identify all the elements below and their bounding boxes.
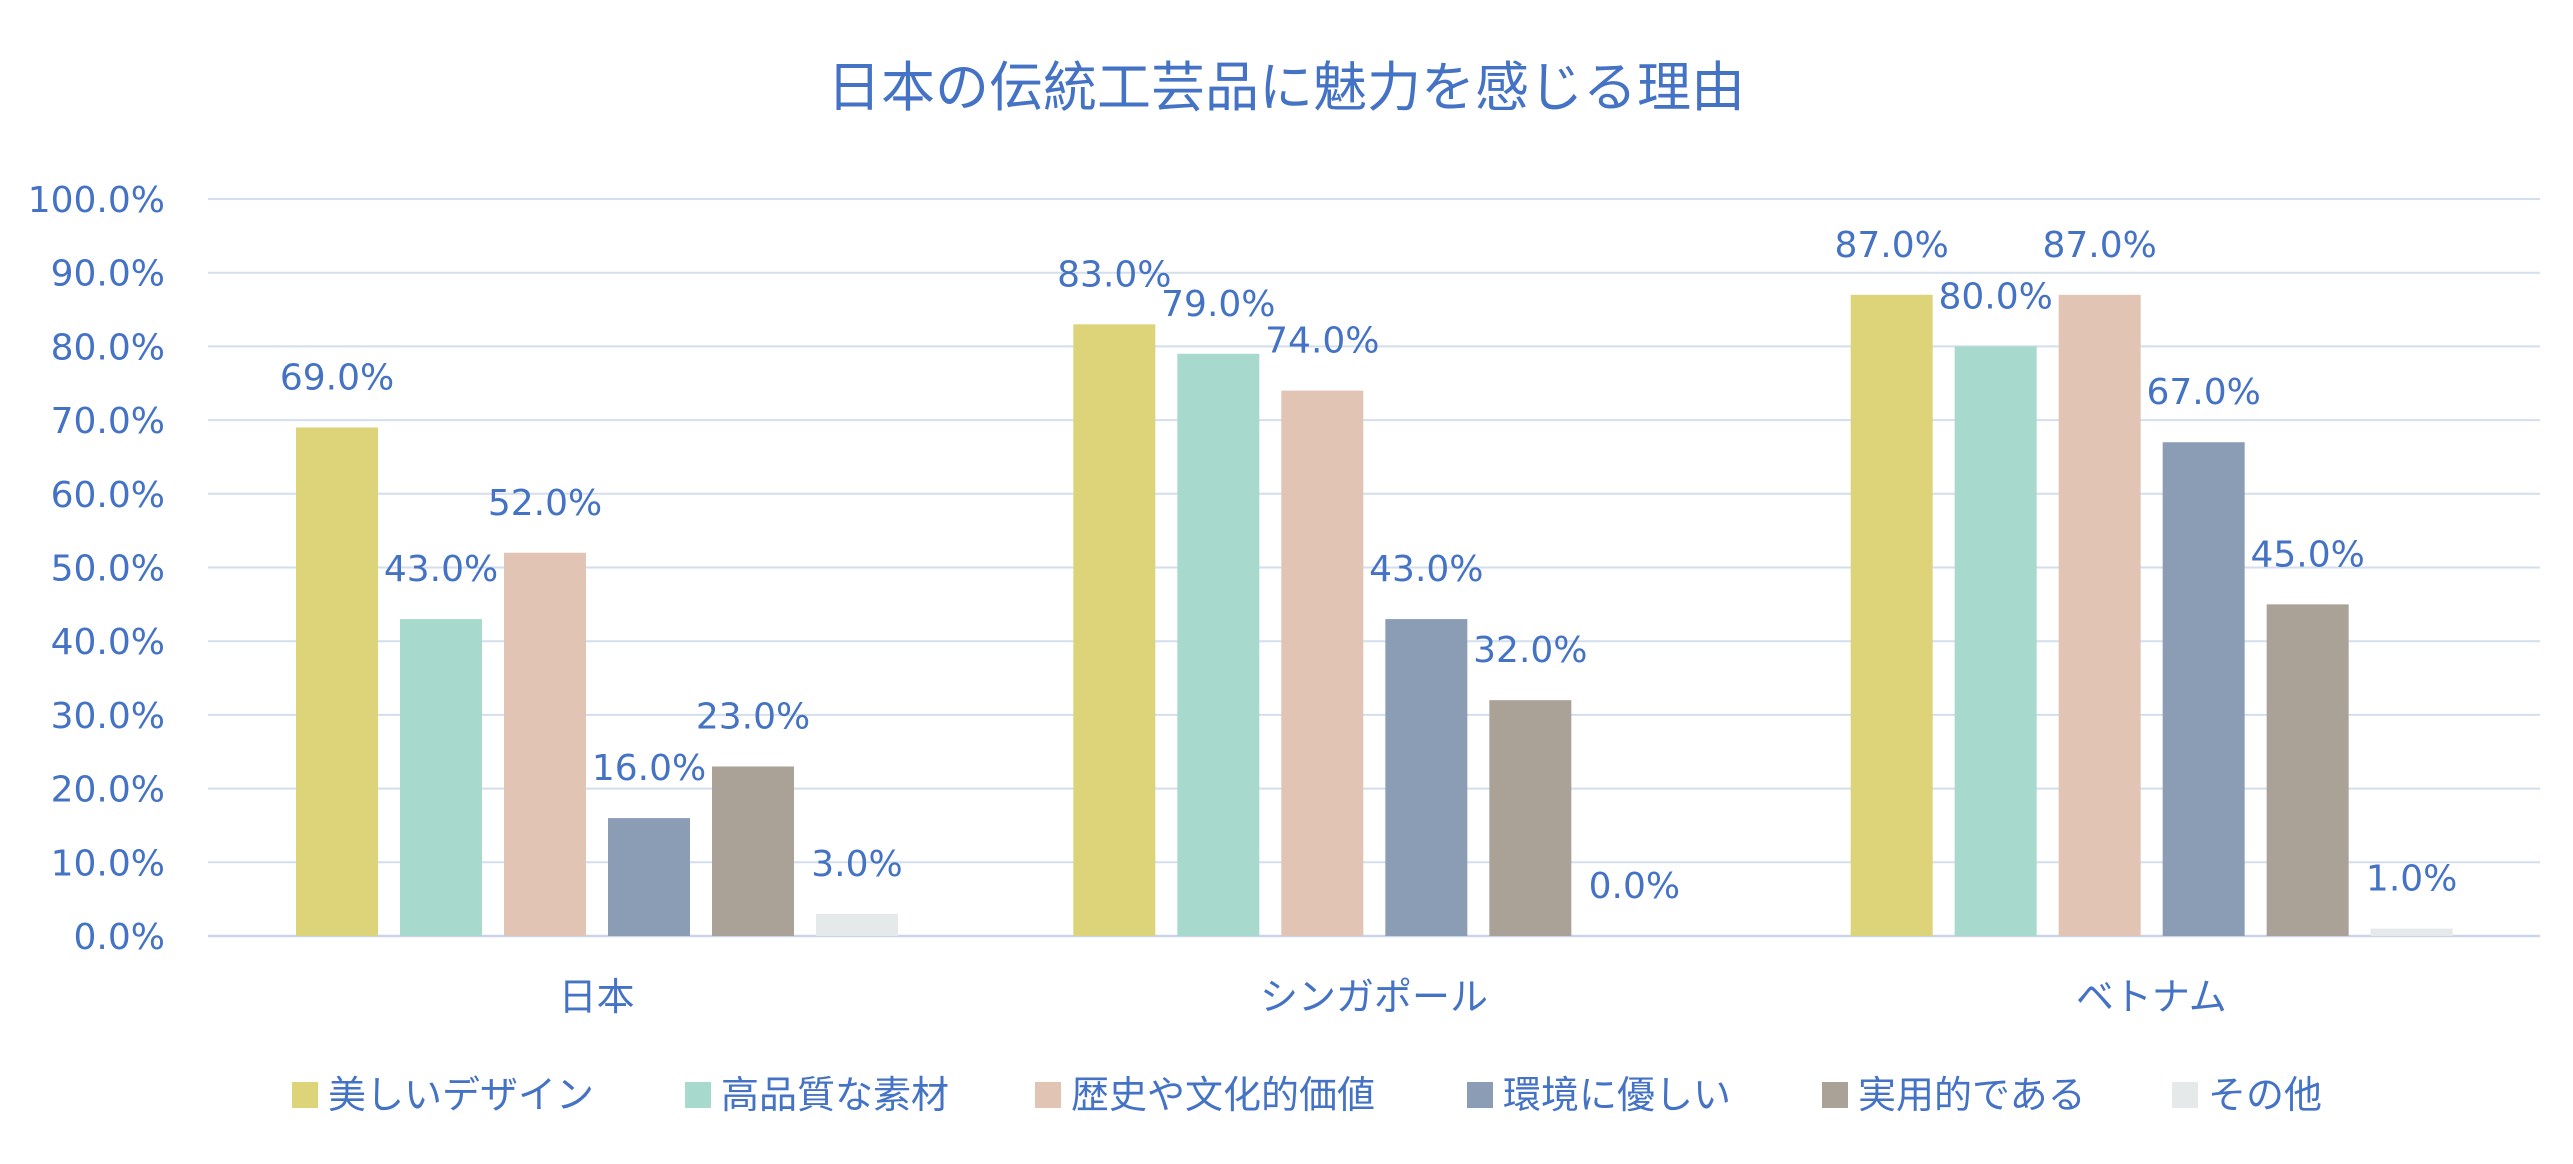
legend-item: 実用的である (1822, 1073, 2086, 1117)
bar (2058, 294, 2141, 936)
y-tick-label: 70.0% (51, 401, 165, 442)
data-label: 32.0% (1473, 630, 1587, 671)
legend-swatch (2172, 1082, 2198, 1108)
bar (400, 619, 482, 936)
y-tick-label: 10.0% (51, 843, 165, 884)
data-label: 16.0% (592, 748, 706, 789)
data-label: 43.0% (1369, 549, 1483, 590)
data-label: 87.0% (1834, 225, 1948, 266)
data-label: 52.0% (488, 483, 602, 524)
bar (1281, 390, 1364, 936)
bar (2162, 442, 2245, 936)
data-label: 3.0% (811, 844, 902, 885)
legend-swatch (292, 1082, 318, 1108)
legend-swatch (685, 1082, 711, 1108)
y-tick-label: 30.0% (51, 696, 165, 737)
legend-item: 高品質な素材 (685, 1073, 949, 1117)
bar (1177, 353, 1260, 936)
legend-label: その他 (2208, 1073, 2322, 1117)
legend-label: 環境に優しい (1503, 1073, 1731, 1117)
y-axis-ticks: 0.0% 10.0% 20.0% 30.0% 40.0% 50.0% 60.0% 70.0% 8… (28, 180, 165, 958)
data-label: 43.0% (384, 549, 498, 590)
category-label: ベトナム (2076, 975, 2227, 1019)
legend-swatch (1035, 1082, 1061, 1108)
category-label: 日本 (559, 975, 635, 1019)
bar (1385, 619, 1468, 936)
data-label: 80.0% (1938, 276, 2052, 317)
bars (296, 294, 2453, 936)
data-label: 87.0% (2042, 225, 2156, 266)
gridlines (208, 198, 2540, 938)
data-label: 74.0% (1265, 321, 1379, 362)
legend-item: 歴史や文化的価値 (1035, 1073, 1375, 1117)
bar (1850, 294, 1933, 936)
legend-swatch (1467, 1082, 1493, 1108)
y-tick-label: 90.0% (51, 254, 165, 295)
legend-label: 美しいデザイン (328, 1073, 594, 1117)
bar (2266, 604, 2349, 936)
category-label: シンガポール (1260, 975, 1488, 1019)
data-label: 23.0% (696, 696, 810, 737)
y-tick-label: 50.0% (51, 549, 165, 590)
bar (2370, 928, 2453, 936)
bar (1954, 346, 2037, 936)
y-tick-label: 80.0% (51, 327, 165, 368)
data-labels: 69.0% 43.0% 52.0% 16.0% 23.0% 3.0% 83.0%79.0%7… (280, 225, 2458, 907)
x-axis-categories: 日本 シンガポール ベトナム (559, 975, 2227, 1019)
y-tick-label: 0.0% (74, 917, 165, 958)
y-tick-label: 40.0% (51, 622, 165, 663)
y-tick-label: 20.0% (51, 770, 165, 811)
bar (1489, 700, 1572, 936)
data-label: 45.0% (2250, 534, 2364, 575)
legend: 美しいデザイン 高品質な素材 歴史や文化的価値 環境に優しい 実用的である その他 (292, 1073, 2322, 1117)
data-label: 69.0% (280, 357, 394, 398)
bar (1073, 324, 1156, 936)
data-label: 67.0% (2146, 372, 2260, 413)
legend-swatch (1822, 1082, 1848, 1108)
legend-item: 環境に優しい (1467, 1073, 1731, 1117)
legend-label: 高品質な素材 (721, 1073, 949, 1117)
data-label: 83.0% (1057, 254, 1171, 295)
legend-label: 実用的である (1858, 1073, 2086, 1117)
legend-item: 美しいデザイン (292, 1073, 594, 1117)
data-label: 0.0% (1589, 866, 1680, 907)
bar (296, 427, 378, 936)
bar (816, 913, 898, 936)
data-label: 1.0% (2366, 859, 2457, 900)
legend-item: その他 (2172, 1073, 2322, 1117)
y-tick-label: 60.0% (51, 475, 165, 516)
bar (712, 766, 794, 936)
chart-title: 日本の伝統工芸品に魅力を感じる理由 (827, 56, 1745, 119)
bar (608, 818, 690, 936)
legend-label: 歴史や文化的価値 (1071, 1073, 1375, 1117)
bar (504, 552, 586, 936)
data-label: 79.0% (1161, 284, 1275, 325)
y-tick-label: 100.0% (28, 180, 165, 221)
